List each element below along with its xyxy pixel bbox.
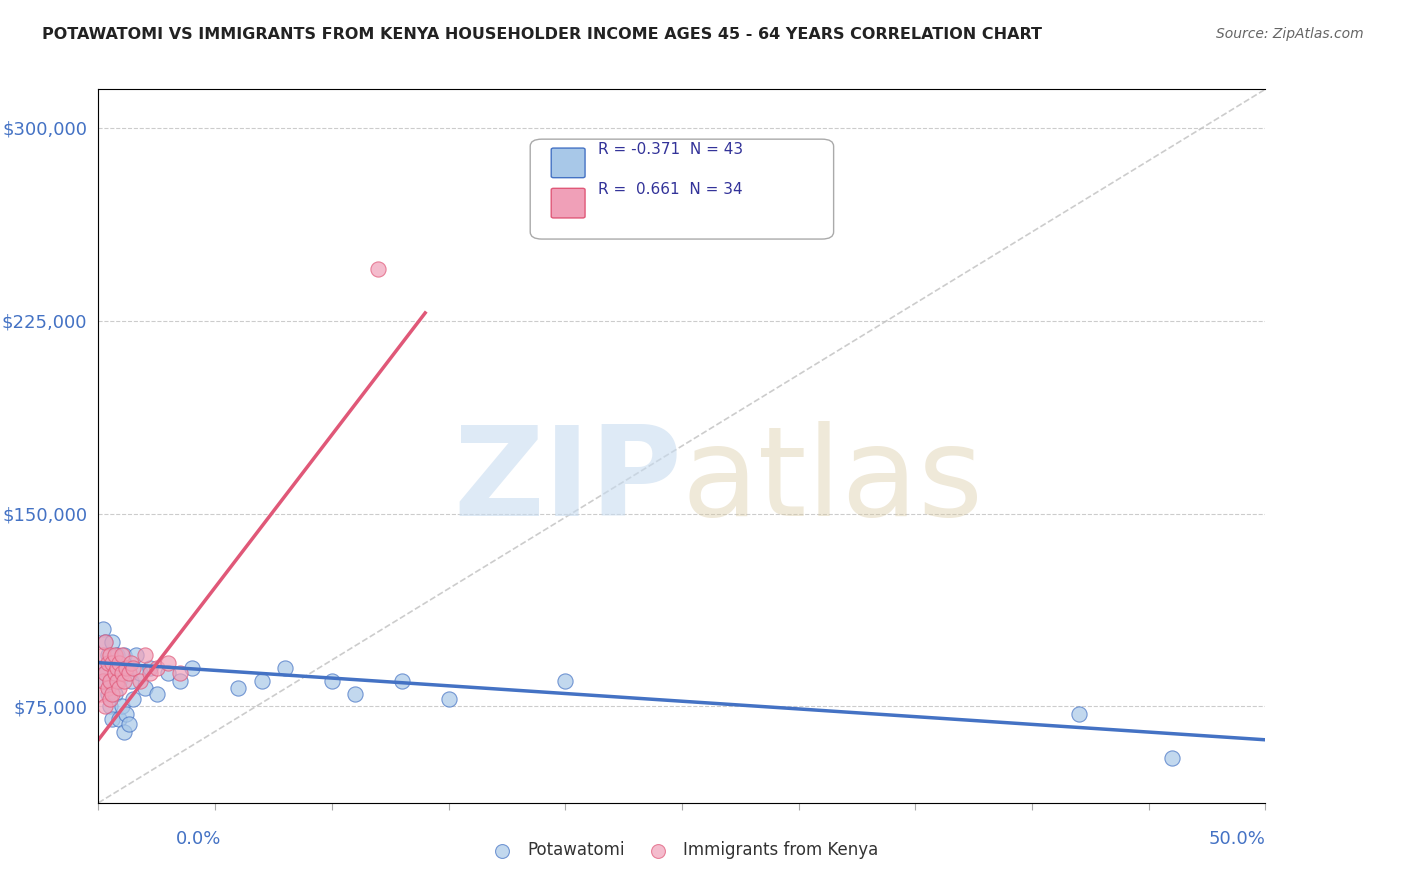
Point xyxy=(111,665,134,680)
Point xyxy=(94,699,117,714)
Point xyxy=(104,665,127,680)
Point xyxy=(101,686,124,700)
Point xyxy=(111,661,134,675)
Point xyxy=(111,699,134,714)
Point xyxy=(98,699,121,714)
Text: 50.0%: 50.0% xyxy=(1209,830,1265,847)
Point xyxy=(94,635,117,649)
Point xyxy=(169,673,191,688)
Point xyxy=(112,648,135,662)
Point xyxy=(118,665,141,680)
Point xyxy=(105,648,128,662)
Point xyxy=(129,665,152,680)
Point xyxy=(321,673,343,688)
Point xyxy=(94,665,117,680)
Point xyxy=(115,661,138,675)
Point xyxy=(97,648,120,662)
Point xyxy=(91,648,114,662)
Point xyxy=(120,673,142,688)
Point xyxy=(98,691,121,706)
Text: POTAWATOMI VS IMMIGRANTS FROM KENYA HOUSEHOLDER INCOME AGES 45 - 64 YEARS CORREL: POTAWATOMI VS IMMIGRANTS FROM KENYA HOUS… xyxy=(42,27,1042,42)
FancyBboxPatch shape xyxy=(551,148,585,178)
Point xyxy=(91,622,114,636)
Point xyxy=(98,673,121,688)
Point xyxy=(94,635,117,649)
Point xyxy=(90,661,112,675)
Point xyxy=(101,635,124,649)
Text: Source: ZipAtlas.com: Source: ZipAtlas.com xyxy=(1216,27,1364,41)
Point xyxy=(146,661,169,675)
Text: 0.0%: 0.0% xyxy=(176,830,221,847)
Point xyxy=(169,665,191,680)
Point xyxy=(118,717,141,731)
Point xyxy=(146,686,169,700)
Point xyxy=(111,648,134,662)
Point xyxy=(98,648,121,662)
Point xyxy=(157,665,180,680)
Point xyxy=(120,656,142,670)
Point xyxy=(1067,707,1090,722)
Point xyxy=(115,707,138,722)
Point xyxy=(105,661,128,675)
Point xyxy=(344,686,367,700)
Point xyxy=(101,656,124,670)
Point xyxy=(90,661,112,675)
Text: R = -0.371  N = 43: R = -0.371 N = 43 xyxy=(598,142,742,157)
Point xyxy=(157,656,180,670)
Point xyxy=(98,673,121,688)
Point xyxy=(134,681,156,696)
Point xyxy=(250,673,273,688)
Point xyxy=(97,656,120,670)
FancyBboxPatch shape xyxy=(530,139,834,239)
Point xyxy=(108,712,131,726)
Point xyxy=(97,686,120,700)
Point xyxy=(112,725,135,739)
Point xyxy=(122,661,145,675)
Point xyxy=(112,673,135,688)
Point xyxy=(180,661,202,675)
Point xyxy=(98,656,121,670)
Point xyxy=(90,686,112,700)
Point xyxy=(1161,751,1184,765)
Point xyxy=(139,665,162,680)
Point xyxy=(91,673,114,688)
Point xyxy=(105,673,128,688)
Point xyxy=(101,712,124,726)
Legend: Potawatomi, Immigrants from Kenya: Potawatomi, Immigrants from Kenya xyxy=(479,835,884,866)
Point xyxy=(104,648,127,662)
Text: R =  0.661  N = 34: R = 0.661 N = 34 xyxy=(598,182,742,197)
Point xyxy=(274,661,297,675)
Point xyxy=(108,681,131,696)
Point xyxy=(139,661,162,675)
Point xyxy=(104,665,127,680)
Point xyxy=(367,262,389,277)
Point xyxy=(97,681,120,696)
Point xyxy=(228,681,250,696)
Point xyxy=(108,656,131,670)
Point xyxy=(94,665,117,680)
Text: ZIP: ZIP xyxy=(453,421,682,542)
Point xyxy=(437,691,460,706)
Point xyxy=(91,673,114,688)
Point xyxy=(554,673,576,688)
Point xyxy=(108,673,131,688)
Point xyxy=(391,673,413,688)
Point xyxy=(122,691,145,706)
Point xyxy=(129,673,152,688)
FancyBboxPatch shape xyxy=(551,188,585,218)
Point xyxy=(125,648,148,662)
Point xyxy=(134,648,156,662)
Point xyxy=(104,686,127,700)
Text: atlas: atlas xyxy=(682,421,984,542)
